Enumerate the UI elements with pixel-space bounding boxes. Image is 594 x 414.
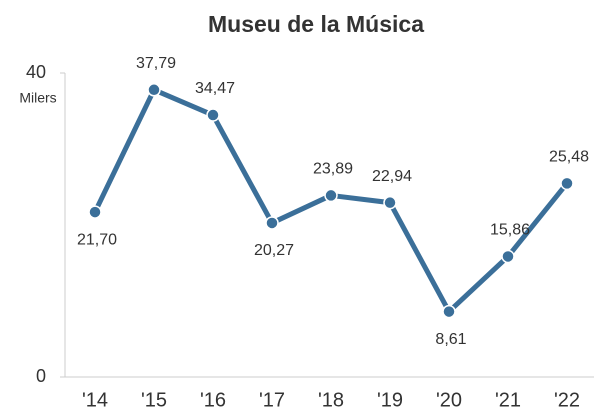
data-label: 37,79 [136, 55, 176, 72]
marker [383, 195, 397, 210]
data-label: 34,47 [195, 80, 235, 97]
x-tick-label: '14 [82, 389, 108, 411]
y-tick-label: 0 [36, 366, 46, 386]
y-axis-label: Milers [19, 90, 56, 106]
marker [206, 108, 220, 122]
x-tick-label: '19 [377, 389, 403, 411]
data-label: 25,48 [549, 149, 589, 166]
data-label: 15,86 [490, 222, 530, 239]
data-label: 23,89 [313, 161, 353, 178]
x-tick-label: '20 [436, 389, 462, 411]
x-tick-label: '21 [495, 389, 521, 411]
chart-title: Museu de la Música [208, 11, 424, 37]
x-tick-label: '15 [141, 389, 167, 411]
marker [88, 205, 102, 219]
marker [147, 83, 161, 97]
data-label: 8,61 [435, 331, 466, 348]
data-label: 21,70 [77, 231, 117, 248]
data-label: 22,94 [372, 168, 412, 185]
x-tick-label: '18 [318, 389, 344, 411]
x-tick-label: '16 [200, 389, 226, 411]
y-tick-label: 40 [26, 62, 46, 82]
marker [560, 176, 574, 191]
x-tick-label: '17 [259, 389, 285, 411]
x-tick-label: '22 [554, 389, 580, 411]
marker [442, 304, 456, 319]
marker [265, 216, 279, 230]
marker [501, 249, 515, 264]
marker [324, 188, 338, 203]
data-label: 20,27 [254, 242, 294, 259]
